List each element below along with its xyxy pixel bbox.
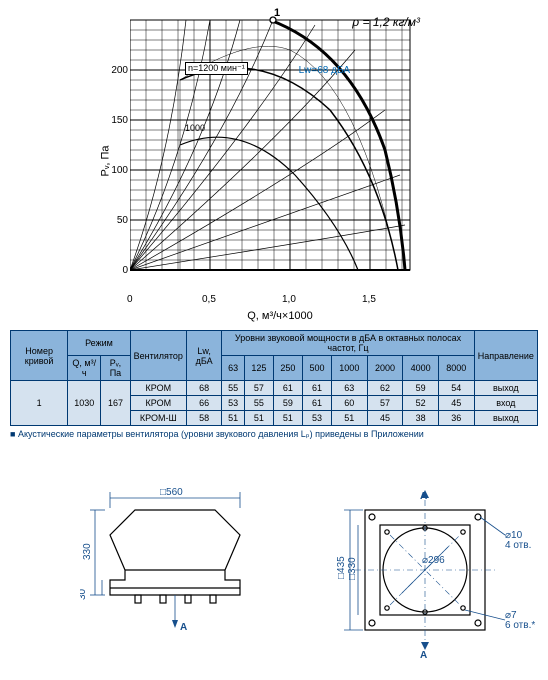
section-a: A [180, 622, 187, 633]
footnote: ■ Акустические параметры вентилятора (ур… [10, 429, 538, 440]
noise-level-label: Lw=68 дБА [299, 65, 350, 76]
y-tick-2: 100 [111, 165, 128, 176]
th-f8000: 8000 [438, 356, 474, 381]
th-lw: Lw, дБА [186, 331, 221, 381]
side-view-drawing: □560 330 30 A [80, 480, 270, 640]
table-row: 1 1030 167 КРОМ 68 5557616163625954 выхо… [11, 381, 538, 396]
chart-svg [130, 10, 430, 285]
tech-drawings: □560 330 30 A A A □435 □330 [10, 480, 538, 680]
dim-holes-2: ⌀76 отв.* [505, 610, 535, 631]
y-tick-1: 50 [117, 215, 128, 226]
y-axis-label: Pᵥ, Па [100, 145, 112, 176]
x-tick-3: 1,5 [362, 294, 376, 305]
x-tick-1: 0,5 [202, 294, 216, 305]
dim-435: □435 [336, 556, 347, 579]
dim-d296: ⌀296 [422, 555, 445, 566]
rpm-label-2: 1000 [185, 123, 205, 133]
dim-width: □560 [160, 487, 183, 498]
th-dir: Направление [474, 331, 537, 381]
dim-holes-1: ⌀104 отв. [505, 530, 531, 551]
operating-point-label: 1 [274, 7, 280, 19]
x-tick-0: 0 [127, 294, 133, 305]
x-axis-label: Q, м³/ч×1000 [247, 310, 313, 322]
dim-base-h: 30 [80, 588, 88, 600]
x-tick-2: 1,0 [282, 294, 296, 305]
dim-330: □330 [347, 557, 358, 580]
th-curve-no: Номер кривой [11, 331, 68, 381]
y-tick-3: 150 [111, 115, 128, 126]
th-f1000: 1000 [331, 356, 367, 381]
th-p: Pᵥ, Па [101, 356, 130, 381]
rpm-label-1: n=1200 мин⁻¹ [185, 62, 248, 75]
th-f4000: 4000 [403, 356, 439, 381]
y-tick-4: 200 [111, 65, 128, 76]
acoustic-table: Номер кривой Режим Вентилятор Lw, дБА Ур… [10, 330, 538, 426]
th-f250: 250 [273, 356, 302, 381]
y-tick-0: 0 [122, 265, 128, 276]
th-f500: 500 [302, 356, 331, 381]
section-a-bot: A [420, 650, 427, 660]
section-a-top: A [420, 491, 427, 502]
th-octave: Уровни звуковой мощности в дБА в октавны… [222, 331, 474, 356]
th-fan: Вентилятор [130, 331, 186, 381]
th-f2000: 2000 [367, 356, 403, 381]
density-label: ρ = 1,2 кг/м³ [352, 15, 420, 29]
th-mode: Режим [68, 331, 130, 356]
th-q: Q, м³/ч [68, 356, 101, 381]
top-view-drawing: A A □435 □330 ⌀296 ⌀104 отв. ⌀76 отв.* [330, 490, 540, 660]
th-f63: 63 [222, 356, 244, 381]
th-f125: 125 [244, 356, 273, 381]
performance-chart: ρ = 1,2 кг/м³ Lw=68 дБА n=1200 мин⁻¹ 100… [130, 10, 430, 300]
dim-height: 330 [82, 543, 93, 560]
